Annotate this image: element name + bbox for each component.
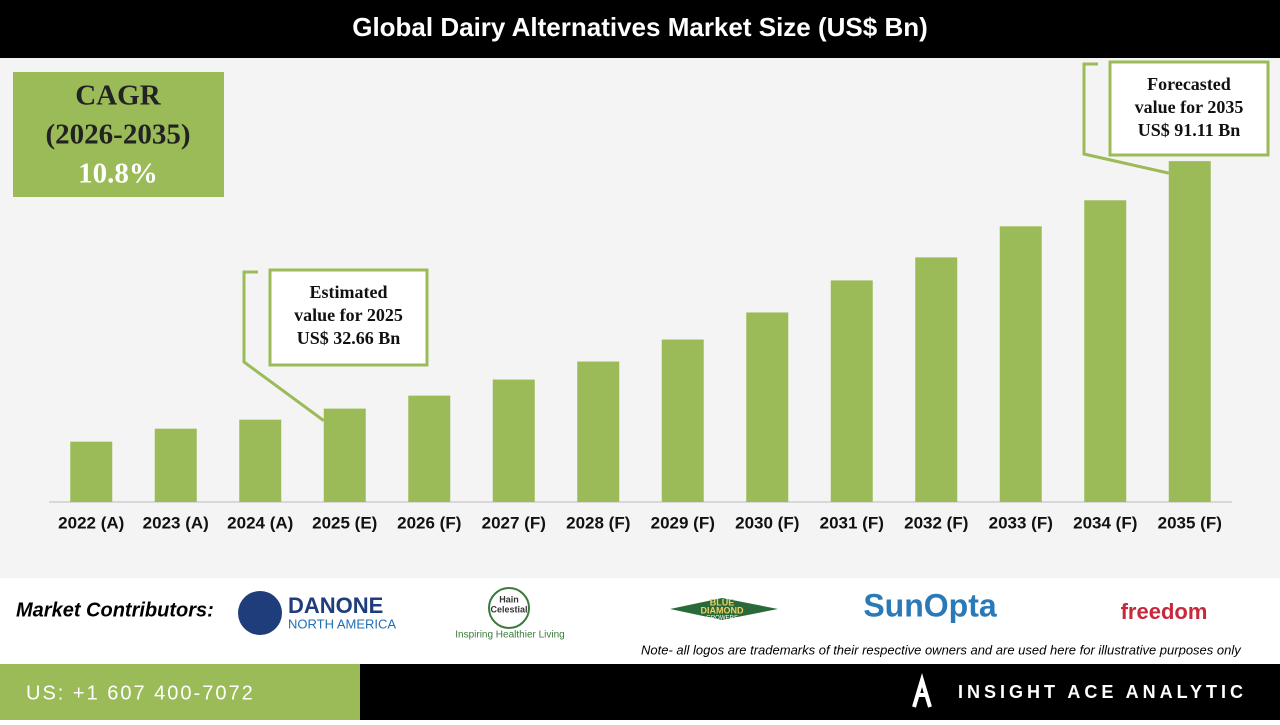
phone: US: +1 607 400-7072 [26,682,255,704]
x-tick-label: 2031 (F) [820,513,884,532]
logo-text: SunOpta [863,587,997,623]
contributors-band [0,578,1280,664]
bar [1084,200,1127,502]
x-tick-label: 2022 (A) [58,513,124,532]
callout-text: value for 2025 [294,305,403,325]
callout-text: Estimated [310,282,388,302]
bar [915,257,958,502]
danone-icon [238,591,282,635]
x-tick-label: 2034 (F) [1073,513,1137,532]
title-bar [0,0,1280,58]
callout-text: Forecasted [1147,74,1231,94]
callout-box [268,268,429,367]
x-tick-label: 2024 (A) [227,513,293,532]
cagr-label: CAGR [75,80,161,112]
brand-icon [912,672,932,708]
cagr-value: 10.8% [78,158,158,190]
x-tick-label: 2028 (F) [566,513,630,532]
bar [70,441,113,502]
logo-text: DIAMOND [701,605,744,615]
footer-contact [0,664,360,720]
logo-text: GROWERS [706,616,738,622]
bar [999,226,1042,502]
x-tick-label: 2023 (A) [143,513,209,532]
chart-title: Global Dairy Alternatives Market Size (U… [352,12,928,42]
callout-text: US$ 91.11 Bn [1138,120,1241,140]
x-tick-label: 2029 (F) [651,513,715,532]
bar [239,419,282,502]
x-tick-label: 2030 (F) [735,513,799,532]
bar [746,312,789,502]
x-tick-label: 2035 (F) [1158,513,1222,532]
x-tick-label: 2026 (F) [397,513,461,532]
bar [408,395,451,502]
bar [323,408,366,502]
callout-line [1082,62,1170,175]
bar [492,379,535,502]
blue-diamond-icon [670,598,778,620]
bar [154,428,197,502]
logo-text: Celestial [490,604,527,614]
bar [1168,161,1211,502]
logo-text: DANONE [288,593,383,618]
x-tick-label: 2033 (F) [989,513,1053,532]
logo-text: freedom [1121,599,1208,624]
bar [830,280,873,502]
note: Note- all logos are trademarks of their … [641,642,1242,657]
logo-text: BLUE [710,597,735,607]
brand: INSIGHT ACE ANALYTIC [958,682,1247,702]
x-tick-label: 2025 (E) [312,513,377,532]
bar [661,339,704,502]
logo-text: Hain [499,594,519,604]
cagr-box [13,72,224,197]
x-tick-label: 2032 (F) [904,513,968,532]
cagr-period: (2026-2035) [46,119,191,151]
logo-text: Inspiring Healthier Living [455,630,565,641]
callout-text: US$ 32.66 Bn [297,328,401,348]
bar [577,361,620,502]
callout-text: value for 2035 [1135,97,1244,117]
x-tick-label: 2027 (F) [482,513,546,532]
contributors-label: Market Contributors: [16,599,214,621]
logo-text: NORTH AMERICA [288,616,396,631]
callout-box [1108,60,1270,157]
callout-line [242,270,325,422]
hain-icon [488,587,530,629]
